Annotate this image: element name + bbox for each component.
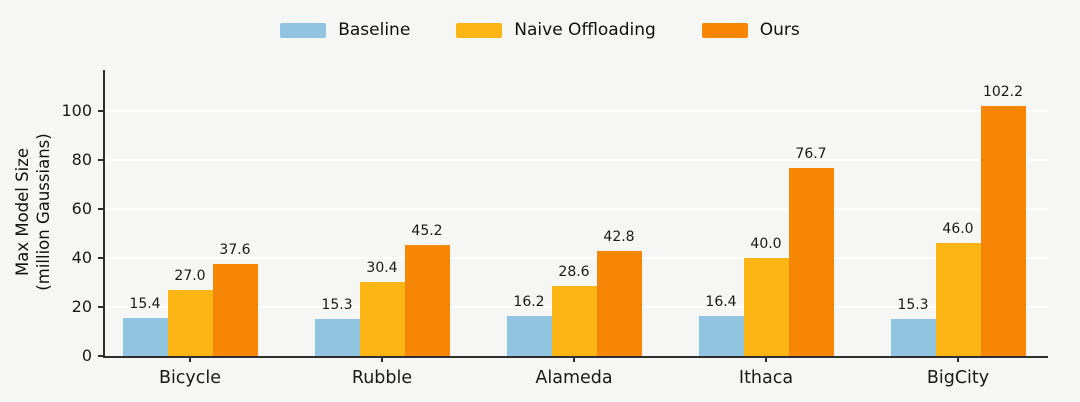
x-tick-label-bicycle: Bicycle bbox=[158, 368, 222, 388]
bar-naive-offloading-ithaca bbox=[743, 258, 789, 356]
bar-value-label: 40.0 bbox=[750, 236, 782, 252]
x-axis-spine bbox=[103, 356, 1048, 358]
bar-naive-offloading-bigcity bbox=[935, 243, 981, 356]
bar-value-label: 15.4 bbox=[129, 296, 161, 313]
x-tick-mark-bigcity bbox=[957, 356, 959, 362]
gridline-y100 bbox=[105, 110, 1048, 112]
gridline-y60 bbox=[105, 208, 1048, 210]
bar-ours-alameda bbox=[596, 251, 642, 356]
y-tick-label-80: 80 bbox=[71, 150, 92, 169]
y-tick-label-40: 40 bbox=[71, 248, 92, 267]
legend-item-baseline: Baseline bbox=[280, 20, 410, 40]
gridline-y80 bbox=[105, 159, 1048, 161]
bar-baseline-bigcity bbox=[890, 318, 936, 356]
bar-value-label: 16.2 bbox=[513, 294, 545, 311]
legend-swatch-icon bbox=[280, 22, 327, 38]
y-tick-mark-80 bbox=[98, 159, 105, 161]
bar-naive-offloading-rubble bbox=[359, 281, 405, 356]
bar-value-label: 37.6 bbox=[219, 241, 251, 258]
x-tick-label-rubble: Rubble bbox=[351, 368, 413, 388]
bar-baseline-alameda bbox=[506, 316, 552, 356]
bar-naive-offloading-bicycle bbox=[167, 289, 213, 356]
bar-value-label: 102.2 bbox=[982, 83, 1024, 100]
y-tick-mark-100 bbox=[98, 110, 105, 112]
bar-ours-ithaca bbox=[788, 168, 834, 356]
bar-ours-bigcity bbox=[980, 105, 1026, 356]
x-tick-mark-ithaca bbox=[765, 356, 767, 362]
x-tick-mark-alameda bbox=[573, 356, 575, 362]
y-tick-mark-60 bbox=[98, 208, 105, 210]
bar-value-label: 46.0 bbox=[942, 221, 974, 238]
bar-baseline-bicycle bbox=[122, 318, 168, 356]
x-tick-label-ithaca: Ithaca bbox=[738, 368, 794, 388]
legend-swatch-icon bbox=[456, 22, 503, 38]
x-tick-label-bigcity: BigCity bbox=[926, 368, 990, 388]
gridline-y40 bbox=[105, 257, 1048, 259]
bar-baseline-rubble bbox=[314, 318, 360, 356]
bar-baseline-ithaca bbox=[698, 315, 744, 356]
bar-value-label: 42.8 bbox=[603, 229, 635, 246]
bar-value-label: 15.3 bbox=[321, 296, 353, 313]
bar-value-label: 76.7 bbox=[795, 146, 827, 163]
y-tick-label-60: 60 bbox=[71, 199, 92, 218]
y-tick-mark-0 bbox=[98, 355, 105, 357]
x-tick-mark-bicycle bbox=[189, 356, 191, 362]
bar-value-label: 27.0 bbox=[174, 267, 206, 284]
y-axis-spine bbox=[103, 70, 105, 358]
bar-value-label: 30.4 bbox=[366, 259, 398, 276]
legend-item-ours: Ours bbox=[701, 20, 800, 40]
bar-value-label: 15.3 bbox=[897, 296, 929, 313]
y-tick-mark-20 bbox=[98, 306, 105, 308]
bar-ours-bicycle bbox=[212, 263, 258, 356]
bar-value-label: 45.2 bbox=[411, 223, 443, 240]
legend-swatch-icon bbox=[701, 22, 748, 38]
y-tick-mark-40 bbox=[98, 257, 105, 259]
y-tick-label-20: 20 bbox=[71, 297, 92, 316]
y-tick-label-0: 0 bbox=[81, 346, 92, 365]
chart-legend: Baseline Naive Offloading Ours bbox=[0, 14, 1080, 46]
x-tick-label-alameda: Alameda bbox=[535, 368, 613, 388]
bar-value-label: 16.4 bbox=[705, 293, 737, 310]
bar-ours-rubble bbox=[404, 245, 450, 356]
legend-label: Ours bbox=[759, 20, 800, 40]
legend-label: Naive Offloading bbox=[514, 20, 656, 40]
legend-item-naive-offloading: Naive Offloading bbox=[456, 20, 656, 40]
bar-value-label: 28.6 bbox=[558, 263, 590, 280]
legend-label: Baseline bbox=[338, 20, 411, 40]
bar-naive-offloading-alameda bbox=[551, 285, 597, 356]
y-tick-label-100: 100 bbox=[61, 101, 92, 120]
x-tick-mark-rubble bbox=[381, 356, 383, 362]
y-axis-label-line1: Max Model Size bbox=[13, 147, 32, 277]
